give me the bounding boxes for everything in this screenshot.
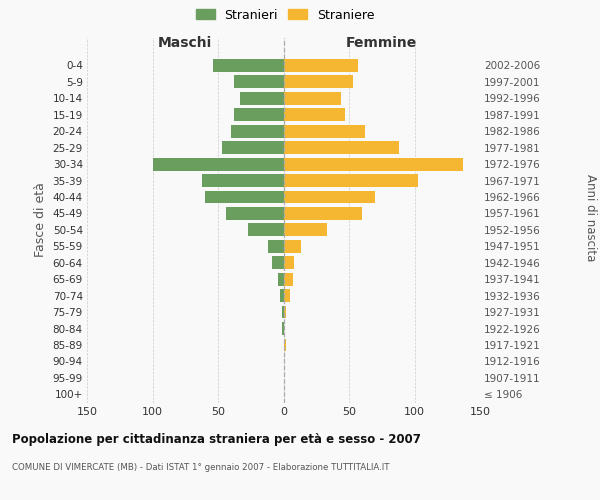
Bar — [205, 190, 284, 203]
Bar — [284, 289, 290, 302]
Bar — [278, 273, 284, 285]
Bar — [284, 190, 375, 203]
Bar — [284, 59, 358, 72]
Bar — [284, 141, 399, 154]
Bar — [234, 76, 284, 88]
Bar — [284, 306, 286, 318]
Bar — [284, 240, 301, 252]
Text: Femmine: Femmine — [346, 36, 418, 51]
Bar — [284, 76, 353, 88]
Bar — [272, 256, 284, 269]
Bar — [280, 289, 284, 302]
Bar — [284, 92, 341, 104]
Bar — [282, 322, 284, 335]
Bar — [284, 207, 362, 220]
Text: Popolazione per cittadinanza straniera per età e sesso - 2007: Popolazione per cittadinanza straniera p… — [12, 432, 421, 446]
Y-axis label: Fasce di età: Fasce di età — [34, 182, 47, 258]
Bar — [284, 273, 293, 285]
Bar — [234, 108, 284, 121]
Bar — [284, 174, 418, 187]
Bar — [284, 338, 286, 351]
Bar — [222, 141, 284, 154]
Bar — [284, 125, 365, 138]
Bar — [240, 92, 284, 104]
Text: Anni di nascita: Anni di nascita — [584, 174, 597, 261]
Bar — [268, 240, 284, 252]
Text: Maschi: Maschi — [158, 36, 212, 51]
Bar — [284, 158, 463, 170]
Bar — [202, 174, 284, 187]
Bar — [284, 108, 345, 121]
Bar — [226, 207, 284, 220]
Bar — [152, 158, 284, 170]
Bar — [248, 224, 284, 236]
Bar — [284, 256, 294, 269]
Bar — [284, 224, 327, 236]
Text: COMUNE DI VIMERCATE (MB) - Dati ISTAT 1° gennaio 2007 - Elaborazione TUTTITALIA.: COMUNE DI VIMERCATE (MB) - Dati ISTAT 1°… — [12, 462, 389, 471]
Bar — [213, 59, 284, 72]
Bar — [231, 125, 284, 138]
Legend: Stranieri, Straniere: Stranieri, Straniere — [196, 8, 374, 22]
Bar — [282, 306, 284, 318]
